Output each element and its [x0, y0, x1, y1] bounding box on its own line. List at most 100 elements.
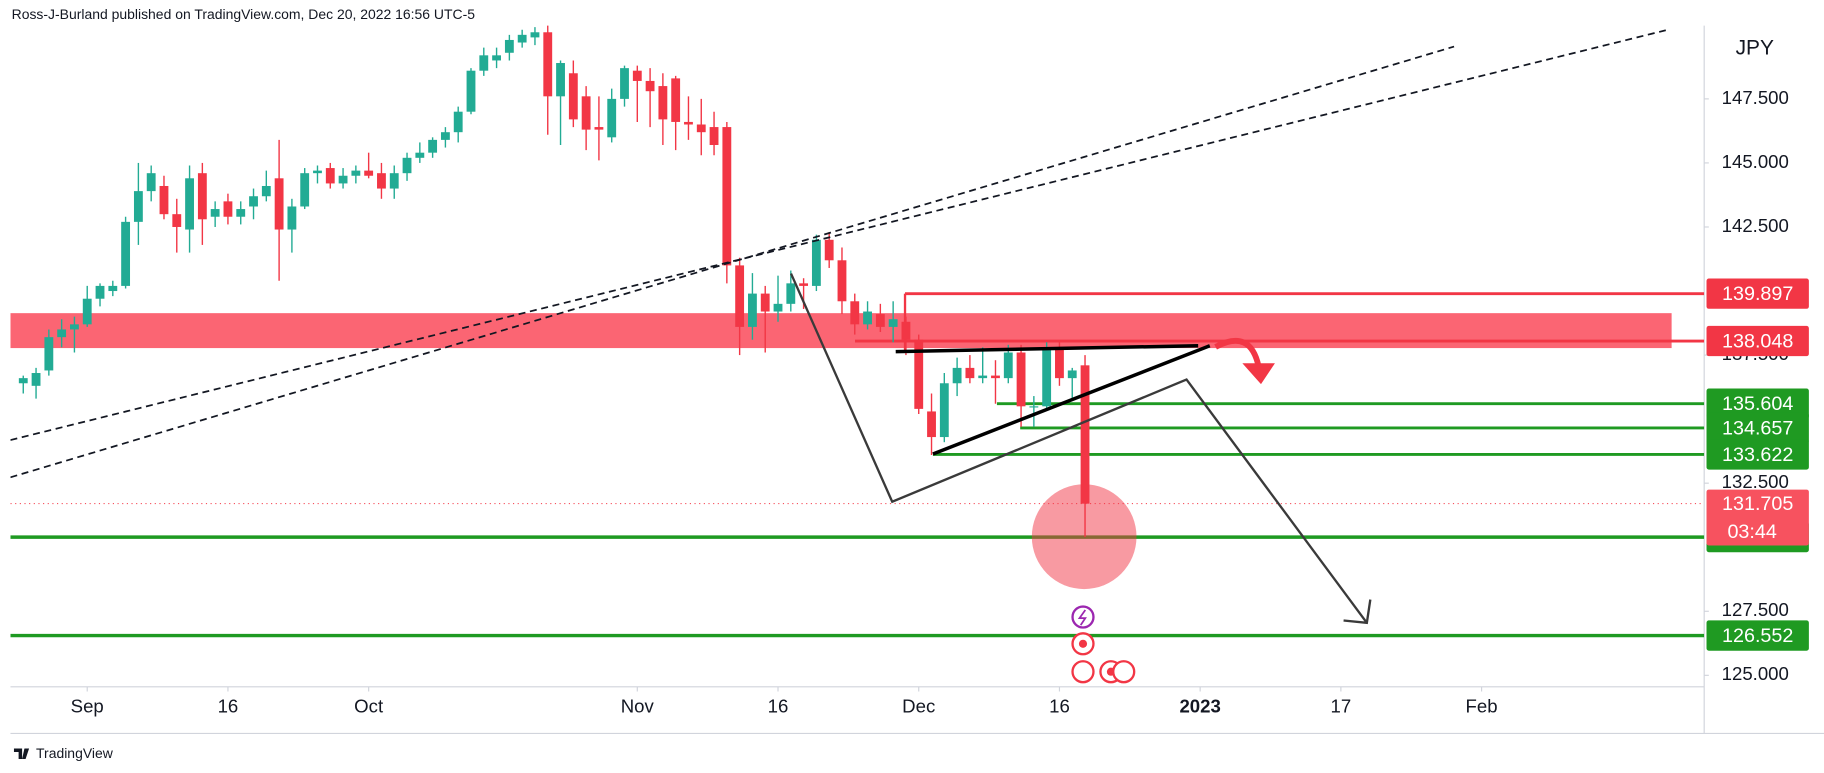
candle-body	[146, 173, 156, 192]
candle-body	[850, 301, 860, 325]
trend-line	[10, 45, 1455, 479]
candle-body	[607, 98, 617, 138]
candle-body	[632, 70, 642, 81]
candle-body	[236, 209, 246, 217]
candle-body	[709, 127, 719, 145]
candle-body	[479, 55, 489, 71]
y-tick-label: 127.500	[1722, 599, 1789, 620]
candle-body	[466, 70, 476, 112]
event-icon[interactable]	[1071, 660, 1095, 684]
candle-body	[159, 185, 169, 215]
candle-body	[760, 293, 770, 312]
candle-body	[748, 293, 757, 327]
candle-body	[722, 127, 732, 266]
candle-body	[952, 367, 962, 384]
candle-body	[223, 201, 233, 217]
y-tick-label: 125.000	[1722, 663, 1789, 684]
candle-body	[1042, 347, 1052, 407]
y-tick-label: 145.000	[1722, 151, 1789, 172]
candle-body	[914, 339, 924, 409]
candle-body	[287, 206, 297, 230]
candle-body	[965, 367, 975, 379]
y-tick-label: 142.500	[1722, 215, 1789, 236]
logo	[13, 748, 30, 760]
y-tick-label: 132.500	[1722, 471, 1789, 492]
candle-body	[1016, 352, 1026, 407]
candle-body	[364, 170, 374, 176]
level-label-box	[1706, 620, 1809, 651]
x-tick-label: Feb	[1466, 696, 1498, 717]
level-label-box	[1706, 439, 1809, 470]
candle-body	[325, 168, 335, 184]
curved-arrow	[1214, 337, 1262, 368]
candle-body	[197, 173, 207, 220]
footer: TradingView	[36, 745, 114, 761]
candle-body	[18, 378, 28, 384]
candle-body	[249, 196, 258, 207]
trend-line	[10, 29, 1667, 441]
countdown: 03:44	[1727, 521, 1776, 543]
candle-body	[377, 173, 386, 189]
event-icon-dot	[1078, 639, 1088, 648]
candle-body	[645, 80, 655, 92]
x-tick-label: 2023	[1179, 696, 1220, 717]
event-icon[interactable]	[1071, 605, 1095, 629]
candle-body	[1080, 365, 1090, 504]
candle-body	[837, 260, 847, 302]
candle-body	[70, 324, 79, 330]
candle-body	[556, 63, 565, 97]
candle-body	[453, 111, 463, 133]
wedge-line	[932, 344, 1211, 456]
projection-arrow	[789, 273, 1368, 624]
candle-body	[440, 132, 450, 140]
level-label: 134.657	[1722, 417, 1793, 439]
candle-body	[428, 139, 438, 153]
candle-body	[133, 191, 143, 222]
highlight-circle	[1031, 484, 1137, 590]
level-label: 138.048	[1722, 330, 1793, 352]
level-label: 133.622	[1722, 444, 1793, 466]
candle-body	[824, 239, 834, 261]
candle-body	[517, 34, 527, 43]
drawings	[10, 29, 1667, 684]
candle-body	[939, 383, 949, 438]
candle-body	[581, 96, 591, 130]
candle-body	[658, 86, 668, 120]
candle-body	[95, 285, 105, 299]
level-label: 135.604	[1722, 393, 1793, 415]
header: Ross-J-Burland published on TradingView.…	[12, 6, 476, 22]
candle-body	[1029, 406, 1039, 408]
x-tick-label: Nov	[621, 696, 655, 717]
candle-body	[1055, 347, 1064, 379]
candle-body	[978, 375, 988, 379]
event-icon-glyph	[1077, 609, 1087, 626]
candle-body	[991, 375, 1000, 379]
candle-body	[568, 73, 578, 120]
candle-body	[172, 214, 182, 227]
candle-body	[620, 68, 629, 99]
x-tick-label: Sep	[71, 696, 104, 717]
candle-body	[504, 39, 514, 53]
x-tick-label: 16	[218, 696, 239, 717]
x-tick-label: 17	[1331, 696, 1352, 717]
candle-body	[492, 55, 502, 61]
candle-body	[786, 283, 796, 304]
candle-body	[696, 124, 706, 133]
candle-body	[927, 411, 936, 438]
candle-body	[351, 170, 361, 176]
candle-body	[338, 175, 348, 184]
x-tick-label: Dec	[902, 696, 935, 717]
arrow-head	[1343, 599, 1372, 625]
candle-body	[735, 265, 745, 327]
level-label-box	[1706, 388, 1809, 419]
level-label-box	[1706, 412, 1809, 444]
candle-body	[671, 78, 681, 122]
level-label-box	[1706, 278, 1809, 309]
candle-body	[313, 170, 322, 174]
event-icon[interactable]	[1112, 660, 1136, 684]
candle-body	[300, 173, 310, 207]
candle-body	[108, 285, 118, 292]
